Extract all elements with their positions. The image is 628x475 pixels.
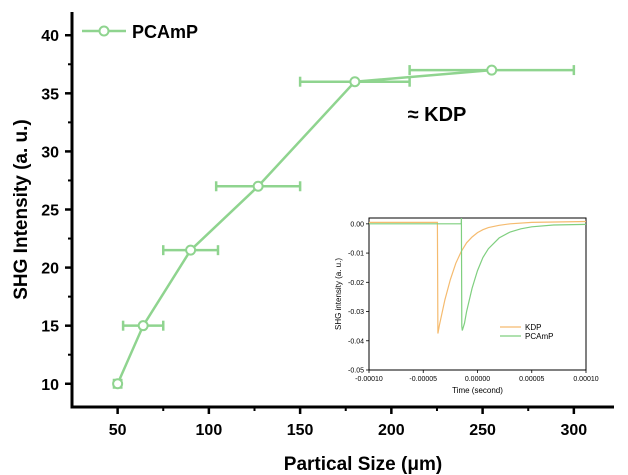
inset-y-axis-title: SHG intensity (a. u.) xyxy=(334,258,343,330)
inset-legend-label: KDP xyxy=(525,323,541,332)
data-point xyxy=(137,320,149,332)
data-point xyxy=(486,64,498,76)
x-tick-label: 300 xyxy=(561,422,588,439)
inset-series-line-kdp xyxy=(369,220,587,334)
legend-label: PCAmP xyxy=(132,22,198,42)
inset-series-line-pcamp xyxy=(369,217,587,331)
inset-y-tick-label: -0.02 xyxy=(348,280,364,287)
main-plot: 50 100 150 200 250 300 10 15 20 25 30 35 40 Partical … xyxy=(11,12,614,475)
data-point xyxy=(252,180,264,192)
inset-x-tick-label: 0.00000 xyxy=(465,376,490,383)
y-tick-label: 10 xyxy=(41,377,59,394)
y-tick-label: 25 xyxy=(41,203,59,220)
y-tick-label: 30 xyxy=(41,144,59,161)
inset-x-tick-label: 0.00005 xyxy=(519,376,544,383)
inset-y-tick-label: -0.04 xyxy=(348,338,364,345)
y-tick-label: 35 xyxy=(41,86,59,103)
x-tick-label: 200 xyxy=(378,422,405,439)
inset-plot: -0.00010 -0.00005 0.00000 0.00005 0.00010 0.0… xyxy=(334,217,599,395)
y-tick-label: 15 xyxy=(41,319,59,336)
inset-y-tick-label: -0.05 xyxy=(348,368,364,375)
x-tick-label: 250 xyxy=(469,422,496,439)
inset-x-axis-title: Time (second) xyxy=(452,386,503,395)
data-point xyxy=(185,244,197,256)
inset-y-tick-label: -0.03 xyxy=(348,309,364,316)
annotation-kdp: ≈ KDP xyxy=(408,104,467,126)
inset-x-tick-label: -0.00005 xyxy=(409,376,437,383)
y-tick-label: 20 xyxy=(41,261,59,278)
legend-marker xyxy=(98,25,110,37)
data-point xyxy=(349,76,361,88)
y-axis-title: SHG Intensity (a. u.) xyxy=(11,119,32,300)
inset-legend-label: PCAmP xyxy=(525,332,553,341)
y-tick-label: 40 xyxy=(41,28,59,45)
data-point xyxy=(112,378,124,390)
x-tick-label: 150 xyxy=(287,422,314,439)
x-tick-label: 100 xyxy=(196,422,223,439)
x-axis-title: Partical Size (μm) xyxy=(284,454,442,475)
inset-frame xyxy=(368,217,587,371)
inset-x-tick-label: -0.00010 xyxy=(355,376,383,383)
x-tick-label: 50 xyxy=(109,422,127,439)
series-line-pcamp xyxy=(116,68,492,385)
inset-y-tick-label: 0.00 xyxy=(350,221,364,228)
inset-x-tick-label: 0.00010 xyxy=(573,376,598,383)
inset-y-tick-label: -0.01 xyxy=(348,251,364,258)
